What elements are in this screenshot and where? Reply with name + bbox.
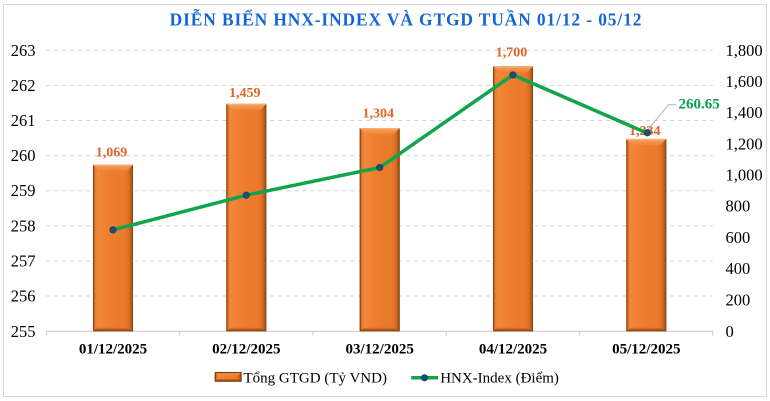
svg-text:1,000: 1,000 <box>726 166 763 185</box>
svg-text:1,700: 1,700 <box>496 45 528 60</box>
svg-text:1,400: 1,400 <box>726 103 763 122</box>
svg-text:0: 0 <box>726 322 734 341</box>
svg-text:600: 600 <box>726 228 751 247</box>
svg-text:1,200: 1,200 <box>726 134 763 153</box>
svg-text:HNX-Index (Điểm): HNX-Index (Điểm) <box>440 371 559 387</box>
svg-text:05/12/2025: 05/12/2025 <box>612 342 680 358</box>
svg-text:04/12/2025: 04/12/2025 <box>479 342 547 358</box>
svg-text:1,600: 1,600 <box>726 72 763 91</box>
svg-text:1,800: 1,800 <box>726 41 763 60</box>
svg-text:257: 257 <box>11 251 36 270</box>
svg-text:800: 800 <box>726 197 751 216</box>
svg-text:1,069: 1,069 <box>96 145 128 160</box>
svg-text:02/12/2025: 02/12/2025 <box>212 342 280 358</box>
svg-text:260: 260 <box>11 146 36 165</box>
svg-text:200: 200 <box>726 290 751 309</box>
svg-text:259: 259 <box>11 181 36 200</box>
svg-text:256: 256 <box>11 287 36 306</box>
svg-text:01/12/2025: 01/12/2025 <box>79 342 147 358</box>
svg-text:262: 262 <box>11 76 36 95</box>
svg-text:260.65: 260.65 <box>679 96 720 112</box>
svg-text:1,459: 1,459 <box>229 86 261 101</box>
svg-text:261: 261 <box>11 111 36 130</box>
svg-text:400: 400 <box>726 259 751 278</box>
svg-text:DIỄN BIẾN HNX-INDEX VÀ GTGD TU: DIỄN BIẾN HNX-INDEX VÀ GTGD TUẦN 01/12 -… <box>170 10 643 30</box>
svg-text:03/12/2025: 03/12/2025 <box>346 342 414 358</box>
svg-text:255: 255 <box>11 322 36 341</box>
svg-text:263: 263 <box>11 41 36 60</box>
svg-text:1,304: 1,304 <box>362 106 394 121</box>
svg-text:258: 258 <box>11 216 36 235</box>
svg-text:Tổng GTGD (Tỷ VND): Tổng GTGD (Tỷ VND) <box>244 371 387 387</box>
